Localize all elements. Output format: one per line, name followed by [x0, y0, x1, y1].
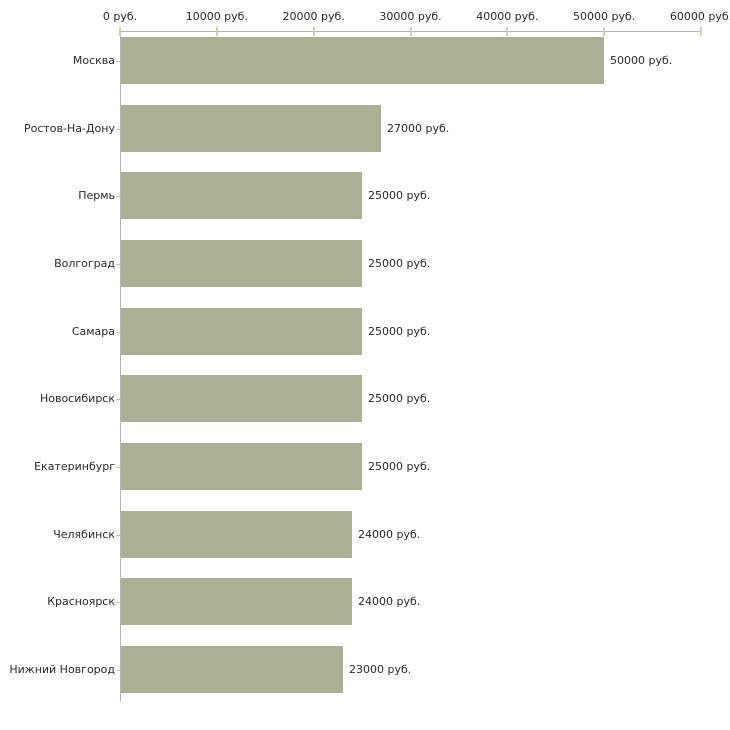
x-axis-tick-label: 40000 руб. [476, 10, 539, 23]
x-axis-tick-mark [409, 27, 412, 36]
bar [121, 105, 381, 152]
category-tick-mark [116, 60, 121, 62]
category-tick-mark [116, 398, 121, 400]
bar [121, 646, 343, 693]
category-tick-mark [116, 669, 121, 671]
x-axis-tick-label: 50000 руб. [573, 10, 636, 23]
value-label: 24000 руб. [358, 527, 421, 541]
category-tick-mark [116, 263, 121, 265]
category-label: Челябинск [53, 527, 115, 541]
value-label: 25000 руб. [368, 324, 431, 338]
category-tick-mark [116, 601, 121, 603]
category-tick-mark [116, 534, 121, 536]
category-label: Москва [72, 53, 115, 67]
x-axis-tick-label: 30000 руб. [379, 10, 442, 23]
value-label: 27000 руб. [387, 121, 450, 135]
category-tick-mark [116, 128, 121, 130]
category-label: Красноярск [47, 594, 115, 608]
value-label: 24000 руб. [358, 594, 421, 608]
x-axis-tick-mark [312, 27, 315, 36]
x-axis-tick-label: 60000 руб. [669, 10, 730, 23]
bar [121, 375, 362, 422]
bar [121, 511, 352, 558]
category-label: Екатеринбург [34, 459, 115, 473]
category-label: Новосибирск [39, 391, 115, 405]
x-axis-tick-mark [119, 27, 121, 36]
value-label: 25000 руб. [368, 459, 431, 473]
x-axis-tick-mark [603, 27, 606, 36]
category-label: Пермь [78, 188, 115, 202]
bar [121, 172, 362, 219]
value-label: 25000 руб. [368, 256, 431, 270]
x-axis-tick-mark [506, 27, 509, 36]
category-tick-mark [116, 466, 121, 468]
y-axis-line [120, 31, 121, 701]
bar [121, 443, 362, 490]
x-axis-tick-label: 0 руб. [102, 10, 138, 23]
category-tick-mark [116, 195, 121, 197]
value-label: 25000 руб. [368, 188, 431, 202]
category-tick-mark [116, 331, 121, 333]
value-label: 50000 руб. [610, 53, 673, 67]
bar [121, 578, 352, 625]
category-label: Самара [71, 324, 115, 338]
x-axis-tick-label: 10000 руб. [185, 10, 248, 23]
bar [121, 308, 362, 355]
x-axis-tick-mark [215, 27, 218, 36]
category-label: Ростов-На-Дону [23, 121, 115, 135]
x-axis-tick-label: 20000 руб. [282, 10, 345, 23]
category-label: Волгоград [54, 256, 115, 270]
bar [121, 240, 362, 287]
bar [121, 37, 604, 84]
category-label: Нижний Новгород [9, 662, 115, 676]
value-label: 25000 руб. [368, 391, 431, 405]
x-axis-tick-mark [700, 27, 702, 36]
value-label: 23000 руб. [349, 662, 412, 676]
